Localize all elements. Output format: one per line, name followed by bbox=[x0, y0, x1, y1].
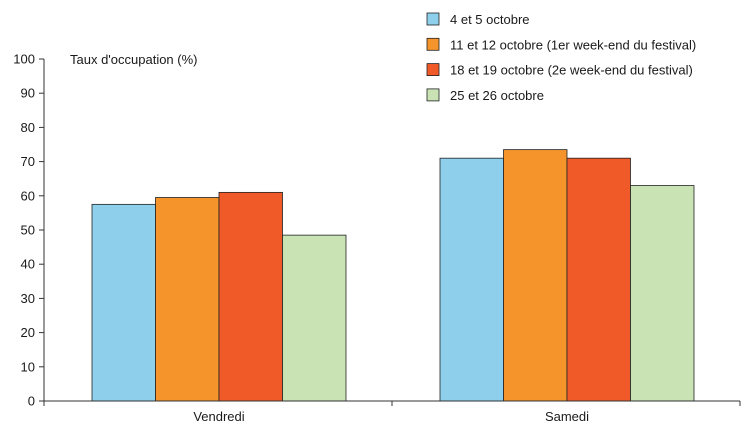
legend: 4 et 5 octobre 11 et 12 octobre (1er week… bbox=[426, 12, 696, 103]
bar bbox=[218, 191, 283, 402]
legend-label: 11 et 12 octobre (1er week-end du festiv… bbox=[450, 37, 696, 52]
bar bbox=[566, 157, 631, 402]
bar bbox=[503, 149, 568, 402]
bar bbox=[630, 185, 695, 402]
legend-swatch bbox=[426, 63, 440, 76]
y-tick-label: 50 bbox=[21, 223, 35, 238]
legend-label: 18 et 19 octobre (2e week-end du festiva… bbox=[450, 63, 693, 78]
bar bbox=[155, 197, 220, 402]
y-tick-label: 40 bbox=[21, 257, 35, 272]
y-tick-label: 10 bbox=[21, 359, 35, 374]
y-tick-label: 60 bbox=[21, 188, 35, 203]
y-tick-label: 70 bbox=[21, 154, 35, 169]
bar bbox=[439, 157, 504, 402]
y-tick-label: 20 bbox=[21, 325, 35, 340]
legend-label: 25 et 26 octobre bbox=[450, 88, 544, 103]
legend-swatch bbox=[426, 37, 440, 51]
x-tick-label: Samedi bbox=[545, 409, 589, 424]
y-tick-label: 0 bbox=[28, 394, 35, 409]
legend-swatch bbox=[426, 88, 440, 102]
y-tick-label: 80 bbox=[21, 120, 35, 135]
x-axis: Vendredi Samedi bbox=[43, 400, 741, 424]
y-axis-label: Taux d'occupation (%) bbox=[70, 52, 198, 67]
y-axis: 0 10 20 30 40 50 60 70 80 90 100 bbox=[13, 52, 45, 409]
bar bbox=[91, 203, 156, 402]
bars bbox=[91, 149, 695, 402]
bar bbox=[282, 234, 347, 402]
legend-label: 4 et 5 octobre bbox=[450, 12, 530, 27]
x-tick-label: Vendredi bbox=[193, 409, 244, 424]
y-tick-label: 90 bbox=[21, 86, 35, 101]
y-tick-label: 100 bbox=[13, 52, 35, 67]
y-tick-label: 30 bbox=[21, 291, 35, 306]
legend-swatch bbox=[426, 12, 440, 26]
